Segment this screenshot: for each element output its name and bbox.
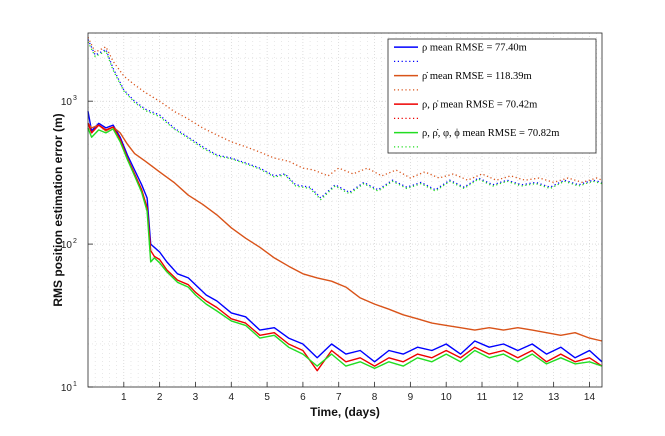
legend-entry: ρ, ρ̇ mean RMSE = 70.42m: [422, 100, 537, 111]
x-tick-label: 13: [548, 392, 560, 403]
grid: [88, 32, 602, 388]
x-tick-label: 3: [193, 392, 199, 403]
y-tick-exponent: 1: [73, 381, 77, 388]
x-tick-label: 2: [157, 392, 163, 403]
series-line-0: [87, 111, 603, 363]
x-tick-label: 14: [584, 392, 596, 403]
legend-entry: ρ̇ mean RMSE = 118.39m: [422, 71, 532, 82]
x-tick-label: 12: [512, 392, 524, 403]
y-axis-label: RMS position estimation error (m): [51, 113, 65, 306]
y-tick-label: 10: [61, 383, 73, 394]
y-tick-exponent: 2: [73, 238, 77, 245]
legend-entry: ρ, ρ̇, φ, ϕ mean RMSE = 70.82m: [422, 128, 559, 139]
x-tick-label: 9: [408, 392, 414, 403]
y-tick-exponent: 3: [73, 95, 77, 102]
x-tick-label: 8: [372, 392, 378, 403]
x-axis-label: Time, (days): [310, 405, 380, 419]
x-tick-label: 11: [477, 392, 488, 403]
x-tick-label: 5: [264, 392, 270, 403]
y-tick-label: 10: [61, 97, 73, 108]
series-line-6: [87, 127, 603, 370]
x-tick-label: 10: [441, 392, 453, 403]
series-line-2: [87, 122, 603, 342]
legend-box: [387, 38, 597, 154]
x-tick-label: 7: [336, 392, 342, 403]
series-line-4: [87, 123, 603, 372]
x-tick-label: 1: [121, 392, 127, 403]
series-layer: [87, 37, 603, 372]
x-tick-label: 6: [300, 392, 306, 403]
legend: ρ mean RMSE = 77.40m ρ̇ mean RMSE = 118.3…: [387, 38, 597, 154]
legend-entry: ρ mean RMSE = 77.40m: [422, 43, 527, 54]
x-tick-label: 4: [228, 392, 234, 403]
plot-frame: [87, 32, 603, 388]
y-tick-label: 10: [61, 240, 73, 251]
